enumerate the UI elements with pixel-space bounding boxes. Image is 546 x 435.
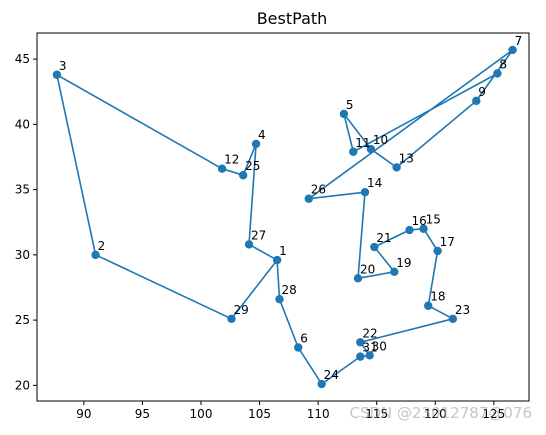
point-label: 9 <box>478 85 486 99</box>
x-tick-label: 115 <box>365 407 388 421</box>
x-tick-label: 90 <box>76 407 91 421</box>
data-point <box>365 351 374 360</box>
data-point <box>227 314 236 323</box>
x-tick-label: 100 <box>190 407 213 421</box>
path-line <box>56 49 514 385</box>
point-label: 8 <box>499 57 507 71</box>
point-label: 16 <box>412 214 427 228</box>
y-tick-label: 25 <box>15 313 30 327</box>
point-label: 29 <box>233 303 248 317</box>
point-label: 24 <box>324 368 339 382</box>
point-label: 17 <box>440 235 455 249</box>
data-point <box>360 188 370 197</box>
plot-area: 90 95 100 105 110 115 120 125202530354045123456… <box>15 32 530 421</box>
data-point <box>472 96 481 106</box>
point-label: 4 <box>258 128 266 142</box>
x-tick-label: 125 <box>482 407 505 421</box>
data-point <box>390 267 399 277</box>
data-point <box>275 295 284 304</box>
point-label: 28 <box>281 283 296 297</box>
axes-frame <box>36 32 530 402</box>
point-label: 13 <box>399 151 414 165</box>
y-tick-label: 20 <box>15 378 30 392</box>
data-point <box>405 225 414 235</box>
point-label: 2 <box>98 239 106 253</box>
point-label: 19 <box>396 256 411 270</box>
chart-title: BestPath <box>257 9 328 28</box>
point-label: 22 <box>362 326 377 340</box>
point-label: 3 <box>59 59 67 73</box>
data-point <box>356 338 365 347</box>
y-tick-label: 35 <box>15 183 30 197</box>
data-point <box>294 343 303 352</box>
data-point <box>272 255 282 265</box>
data-point <box>339 109 349 119</box>
data-point <box>238 171 248 180</box>
point-label: 25 <box>245 159 260 173</box>
point-label: 30 <box>372 339 387 353</box>
data-point <box>356 352 365 361</box>
point-label: 14 <box>367 176 382 190</box>
watermark: CSDN @23012787@076 <box>349 404 532 422</box>
data-point <box>349 147 358 156</box>
data-point <box>366 144 376 154</box>
point-label: 10 <box>373 133 388 147</box>
point-label: 5 <box>346 98 354 112</box>
data-point <box>508 45 517 55</box>
y-tick-label: 30 <box>15 248 30 262</box>
data-point <box>91 250 100 260</box>
point-label: 6 <box>300 331 308 345</box>
data-point <box>52 70 62 79</box>
data-point <box>424 301 433 310</box>
data-point <box>251 139 261 149</box>
data-point <box>433 246 442 256</box>
y-tick-label: 40 <box>15 117 30 131</box>
point-label: 20 <box>360 262 375 276</box>
x-tick-label: 105 <box>248 407 271 421</box>
data-point <box>493 69 502 78</box>
point-label: 15 <box>426 213 441 227</box>
x-tick-label: 110 <box>307 407 330 421</box>
point-label: 18 <box>430 290 445 304</box>
point-label: 7 <box>515 34 523 48</box>
y-tick-label: 45 <box>15 52 30 66</box>
data-point <box>419 224 428 233</box>
point-label: 31 <box>362 341 377 355</box>
point-label: 27 <box>251 228 266 242</box>
x-tick-label: 120 <box>424 407 447 421</box>
point-label: 1 <box>279 244 287 258</box>
point-label: 23 <box>455 303 470 317</box>
data-point <box>448 314 458 323</box>
data-point <box>392 163 401 172</box>
data-point <box>353 274 363 283</box>
data-point <box>317 379 326 389</box>
data-point <box>217 164 227 173</box>
data-point <box>244 240 254 249</box>
point-label: 21 <box>376 231 391 245</box>
data-point <box>370 242 379 252</box>
point-label: 12 <box>224 153 239 167</box>
point-label: 26 <box>311 183 326 197</box>
data-point <box>304 194 313 203</box>
point-label: 11 <box>355 136 370 150</box>
x-tick-label: 95 <box>135 407 150 421</box>
